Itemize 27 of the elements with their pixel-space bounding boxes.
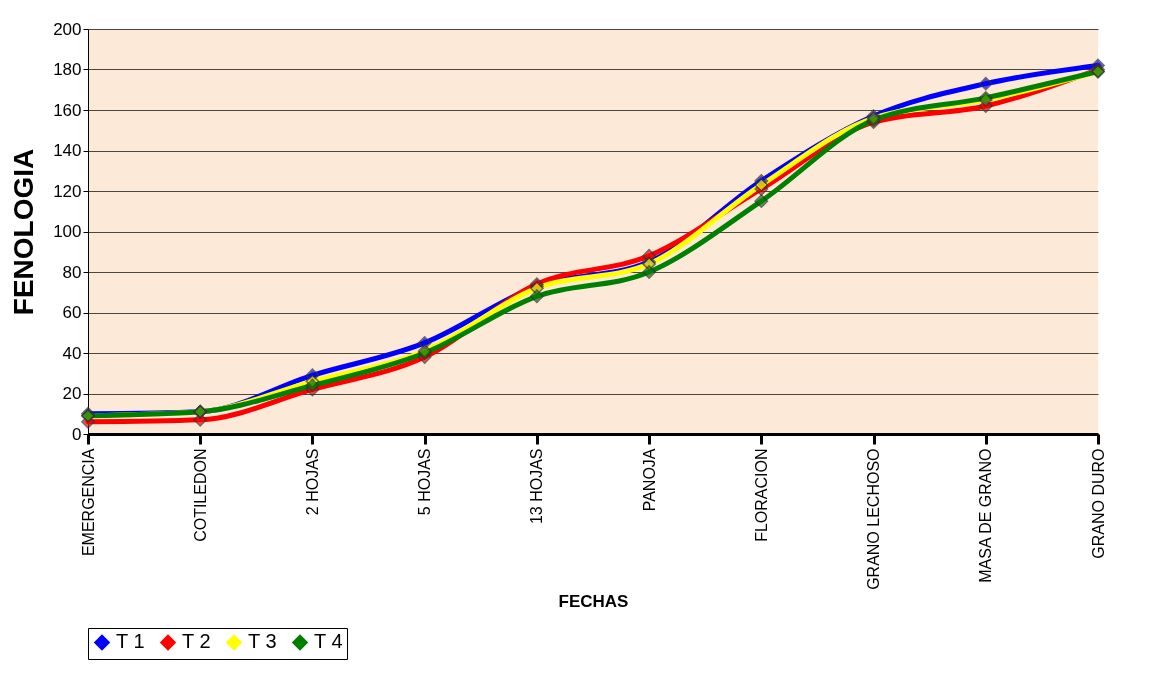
x-tick-label: GRANO DURO bbox=[1089, 448, 1107, 559]
legend-label: T 1 bbox=[116, 630, 145, 653]
y-axis-title: FENOLOGIA bbox=[8, 148, 40, 316]
legend-label: T 2 bbox=[182, 630, 211, 653]
y-tick-label: 180 bbox=[53, 60, 82, 79]
y-tick-label: 60 bbox=[62, 303, 82, 322]
y-tick-label: 20 bbox=[62, 384, 82, 403]
y-tick-label: 200 bbox=[53, 19, 82, 39]
x-tick-label: MASA DE GRANO bbox=[977, 448, 995, 583]
y-tick-label: 80 bbox=[62, 262, 82, 282]
x-tick-label: 13 HOJAS bbox=[528, 448, 546, 525]
x-tick-label: EMERGENCIA bbox=[79, 448, 97, 557]
x-tick-label: COTILEDON bbox=[191, 448, 209, 542]
x-tick-label: 5 HOJAS bbox=[416, 448, 434, 516]
x-tick-label: PANOJA bbox=[640, 448, 658, 512]
x-tick-label: 2 HOJAS bbox=[303, 448, 321, 516]
legend-label: T 3 bbox=[248, 630, 277, 653]
x-tick-label: FLORACION bbox=[752, 448, 770, 542]
x-tick-label: GRANO LECHOSO bbox=[865, 448, 883, 590]
y-tick-label: 40 bbox=[62, 343, 82, 363]
y-tick-label: 100 bbox=[53, 222, 82, 241]
legend-label: T 4 bbox=[314, 630, 343, 653]
y-tick-label: 120 bbox=[53, 181, 82, 201]
y-tick-label: 140 bbox=[53, 141, 82, 160]
y-tick-label: 0 bbox=[72, 424, 82, 444]
y-tick-label: 160 bbox=[53, 100, 82, 120]
x-axis-title: FECHAS bbox=[558, 591, 629, 611]
